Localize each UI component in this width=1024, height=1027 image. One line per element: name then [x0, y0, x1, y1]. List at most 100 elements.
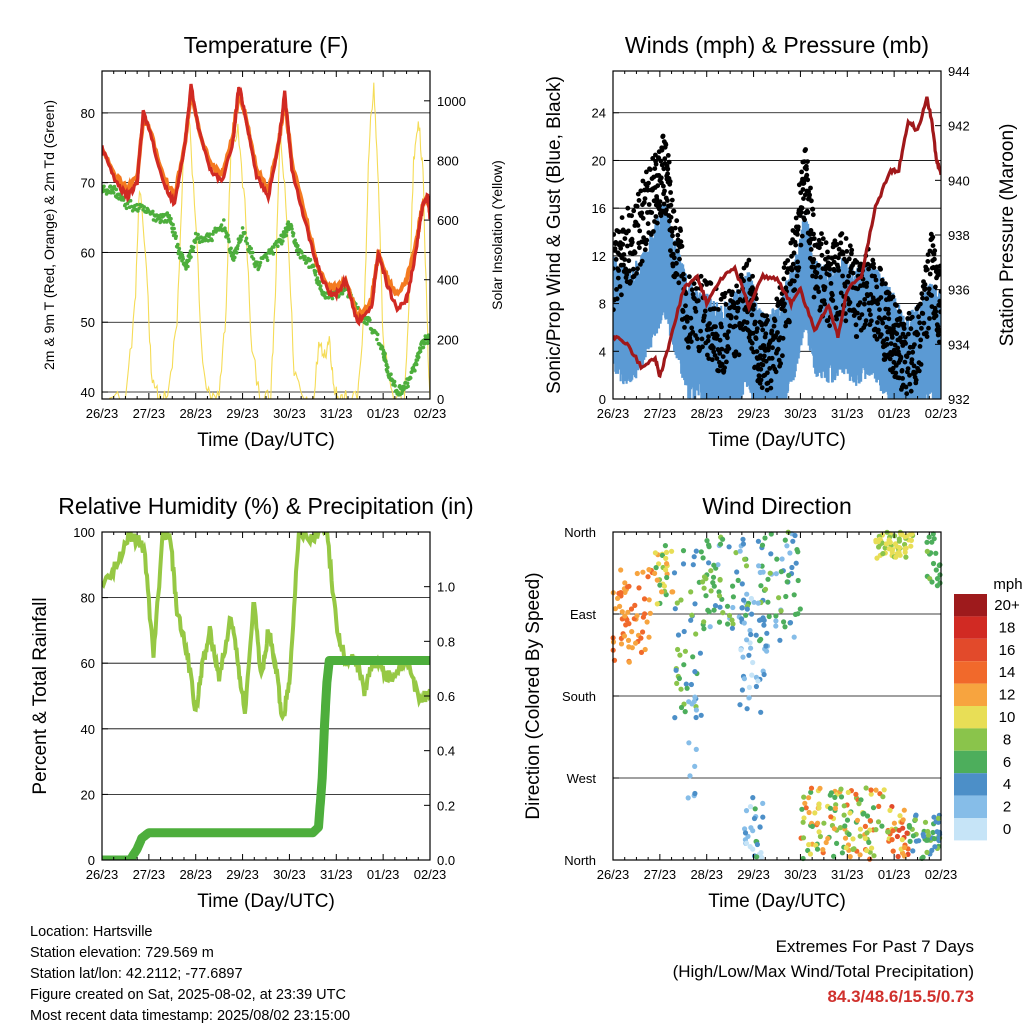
gust-point	[688, 315, 694, 321]
direction-point	[777, 637, 783, 643]
direction-point	[683, 681, 689, 687]
direction-point	[753, 683, 760, 690]
direction-point	[761, 622, 767, 628]
gust-point	[657, 203, 662, 209]
direction-point	[720, 536, 726, 542]
gust-point	[905, 366, 911, 371]
gust-point	[846, 273, 851, 279]
gust-point	[926, 325, 931, 331]
x-tick-label: 01/23	[367, 406, 400, 421]
gust-point	[825, 249, 830, 255]
direction-point	[901, 844, 908, 851]
dewpoint-point	[177, 246, 182, 251]
direction-point	[642, 646, 648, 653]
gust-point	[920, 311, 926, 316]
gust-point	[621, 262, 626, 268]
direction-point	[738, 647, 744, 653]
gust-point	[707, 321, 712, 326]
dewpoint-point	[272, 245, 276, 249]
gust-point	[734, 283, 739, 289]
direction-point	[726, 544, 732, 550]
gust-point	[793, 242, 799, 248]
direction-point	[774, 556, 780, 562]
gust-point	[709, 357, 715, 363]
gust-point	[919, 325, 924, 331]
dewpoint-point	[289, 224, 294, 228]
direction-point	[864, 813, 871, 819]
y-tick-label: 0	[88, 853, 95, 868]
gust-point	[613, 257, 619, 262]
gust-point	[644, 237, 650, 243]
direction-point	[897, 813, 903, 819]
direction-point	[784, 543, 790, 549]
gust-point	[635, 223, 641, 228]
gust-point	[724, 359, 729, 365]
gust-point	[631, 208, 637, 214]
gust-point	[730, 289, 735, 295]
direction-point	[703, 576, 709, 582]
direction-point	[703, 593, 709, 599]
gust-point	[780, 297, 786, 303]
gust-point	[894, 331, 900, 337]
gust-point	[908, 388, 914, 394]
gust-point	[615, 275, 621, 281]
gust-point	[908, 326, 914, 332]
direction-point	[765, 576, 771, 582]
x-tick-label: 30/23	[273, 867, 306, 882]
direction-point	[925, 828, 931, 835]
direction-point	[662, 543, 669, 549]
direction-point	[618, 641, 625, 647]
gust-point	[815, 285, 820, 291]
direction-point	[659, 552, 666, 559]
direction-point	[725, 621, 731, 627]
direction-point	[773, 571, 779, 577]
gust-point	[642, 196, 648, 202]
gust-point	[808, 185, 813, 191]
y2-axis-label: Solar Insolation (Yellow)	[489, 160, 505, 310]
direction-point	[781, 619, 787, 625]
direction-point	[689, 612, 695, 618]
dewpoint-point	[235, 251, 239, 255]
direction-point	[748, 825, 754, 831]
x-tick-label: 02/23	[925, 406, 958, 421]
gust-point	[614, 287, 619, 292]
direction-point	[844, 817, 851, 823]
gust-point	[849, 247, 855, 253]
legend-swatch	[954, 616, 987, 639]
direction-point	[634, 613, 640, 619]
gust-point	[897, 316, 903, 321]
gust-point	[683, 291, 689, 297]
dewpoint-point	[173, 231, 177, 235]
gust-point	[646, 180, 651, 186]
gust-point	[898, 335, 903, 341]
gust-point	[901, 326, 907, 331]
direction-point	[815, 820, 821, 826]
x-tick-label: 01/23	[878, 406, 911, 421]
direction-point	[652, 570, 658, 577]
gust-point	[917, 320, 923, 326]
gust-point	[805, 209, 811, 215]
station-info: Location: Hartsville Station elevation: …	[30, 922, 350, 1027]
gust-point	[880, 320, 886, 326]
dewpoint-point	[375, 332, 380, 337]
gust-point	[840, 273, 845, 279]
dewpoint-point	[265, 258, 270, 263]
gust-point	[799, 209, 804, 215]
direction-point	[935, 815, 942, 821]
direction-point	[776, 595, 782, 601]
gust-point	[622, 236, 628, 242]
direction-point	[640, 629, 646, 635]
direction-point	[782, 537, 788, 543]
dewpoint-point	[187, 252, 192, 256]
gust-point	[637, 245, 642, 251]
gust-point	[876, 327, 881, 333]
direction-point	[890, 848, 896, 854]
dewpoint-point	[169, 216, 173, 221]
direction-point	[910, 833, 917, 839]
direction-point	[701, 619, 707, 625]
direction-point	[825, 835, 831, 842]
gust-point	[840, 251, 846, 257]
gust-point	[909, 314, 915, 320]
gust-point	[822, 301, 828, 307]
gust-point	[836, 268, 842, 273]
